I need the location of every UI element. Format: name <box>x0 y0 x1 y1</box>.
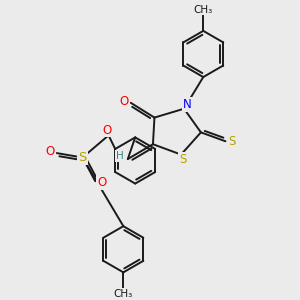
Text: S: S <box>228 135 236 148</box>
Text: CH₃: CH₃ <box>194 4 213 15</box>
Text: H: H <box>116 151 123 161</box>
Text: N: N <box>183 98 191 111</box>
Text: CH₃: CH₃ <box>114 289 133 299</box>
Text: S: S <box>78 151 87 164</box>
Text: O: O <box>103 124 112 136</box>
Text: O: O <box>97 176 106 189</box>
Text: S: S <box>179 153 186 167</box>
Text: O: O <box>46 145 55 158</box>
Text: O: O <box>120 95 129 108</box>
